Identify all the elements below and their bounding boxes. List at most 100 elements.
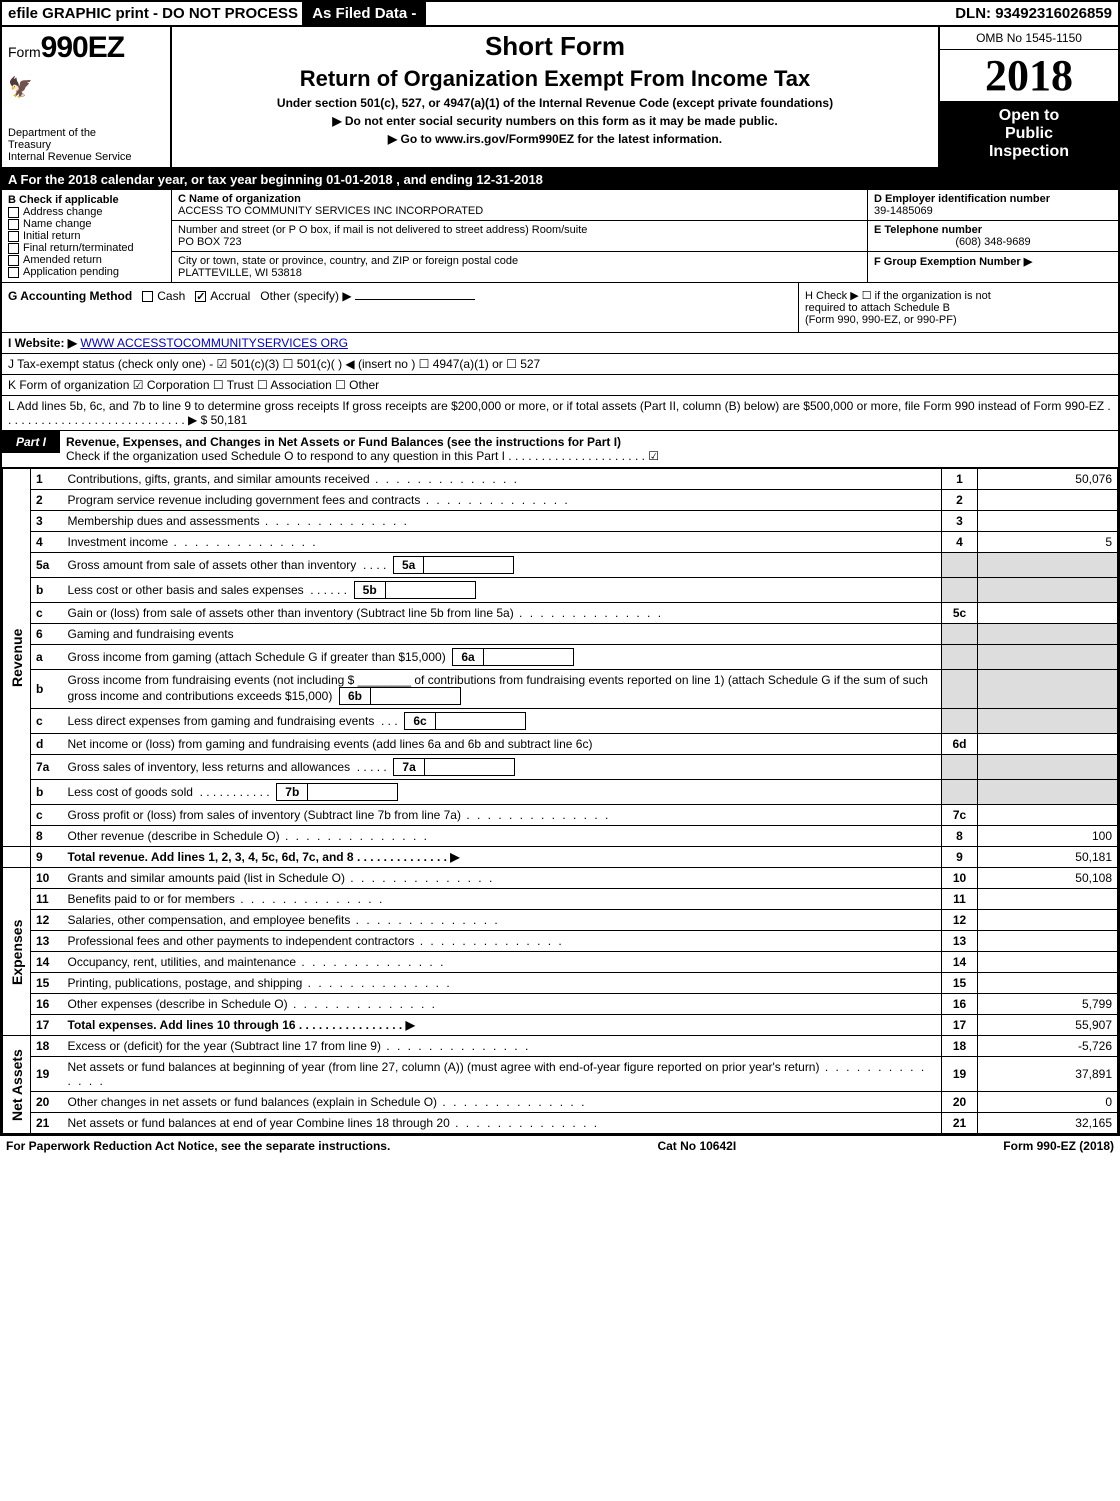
amount-1: 50,076 [978,469,1118,490]
phone: (608) 348-9689 [874,236,1112,248]
page-footer: For Paperwork Reduction Act Notice, see … [0,1136,1120,1156]
line-6a: a Gross income from gaming (attach Sched… [3,645,1118,670]
line-11: 11Benefits paid to or for members11 [3,889,1118,910]
open-line2: Public [942,125,1116,143]
chk-cash[interactable] [142,291,153,302]
c-label: C Name of organization [178,193,861,205]
amount-19: 37,891 [978,1057,1118,1092]
line-16: 16Other expenses (describe in Schedule O… [3,994,1118,1015]
chk-final-return[interactable]: Final return/terminated [8,242,165,254]
city-label: City or town, state or province, country… [178,255,861,267]
org-name-row: C Name of organization ACCESS TO COMMUNI… [172,190,867,221]
accounting-method: G Accounting Method Cash Accrual Other (… [2,283,798,332]
line-6b: b Gross income from fundraising events (… [3,670,1118,709]
section-b-checkboxes: B Check if applicable Address change Nam… [2,190,172,282]
amount-10: 50,108 [978,868,1118,889]
line-18: Net Assets 18Excess or (deficit) for the… [3,1036,1118,1057]
ein-row: D Employer identification number 39-1485… [868,190,1118,221]
open-line1: Open to [942,107,1116,125]
part-i-check: Check if the organization used Schedule … [66,449,659,463]
efile-notice: efile GRAPHIC print - DO NOT PROCESS As … [2,2,432,25]
ssn-warning: ▶ Do not enter social security numbers o… [332,114,777,128]
expenses-sidelabel: Expenses [3,868,31,1036]
netassets-sidelabel: Net Assets [3,1036,31,1134]
open-line3: Inspection [942,143,1116,161]
short-form-title: Short Form [485,31,625,62]
main-title: Return of Organization Exempt From Incom… [300,66,811,92]
chk-application-pending[interactable]: Application pending [8,266,165,278]
revenue-sidelabel: Revenue [3,469,31,847]
schedule-b-check: H Check ▶ ☐ if the organization is not r… [798,283,1118,332]
f-label: F Group Exemption Number ▶ [874,255,1112,268]
website-link[interactable]: WWW ACCESSTOCOMMUNITYSERVICES ORG [80,336,348,350]
row-k-org-form: K Form of organization ☑ Corporation ☐ T… [2,375,1118,396]
chk-address-change[interactable]: Address change [8,206,165,218]
l-amount: 50,181 [211,413,248,427]
street-label: Number and street (or P O box, if mail i… [178,224,861,236]
amount-20: 0 [978,1092,1118,1113]
line-12: 12Salaries, other compensation, and empl… [3,910,1118,931]
part-i-title-text: Revenue, Expenses, and Changes in Net As… [60,431,1118,467]
as-filed-badge: As Filed Data - [302,2,426,25]
i-label: I Website: ▶ [8,336,77,350]
amount-9: 50,181 [978,847,1118,868]
ein: 39-1485069 [874,205,1112,217]
section-b-heading: B Check if applicable [8,194,165,206]
line-6: 6Gaming and fundraising events [3,624,1118,645]
line-5a: 5a Gross amount from sale of assets othe… [3,553,1118,578]
line-9: 9Total revenue. Add lines 1, 2, 3, 4, 5c… [3,847,1118,868]
line-5c: cGain or (loss) from sale of assets othe… [3,603,1118,624]
eagle-icon: 🦅 [8,75,164,100]
line-6c: c Less direct expenses from gaming and f… [3,709,1118,734]
h-line3: (Form 990, 990-EZ, or 990-PF) [805,314,1112,326]
line-7c: cGross profit or (loss) from sales of in… [3,805,1118,826]
efile-text: efile GRAPHIC print - DO NOT PROCESS [8,5,298,22]
section-def: D Employer identification number 39-1485… [868,190,1118,282]
street-row: Number and street (or P O box, if mail i… [172,221,867,252]
chk-amended-return[interactable]: Amended return [8,254,165,266]
part-i-table: Revenue 1 Contributions, gifts, grants, … [2,468,1118,1134]
header-center: Short Form Return of Organization Exempt… [172,27,938,167]
dln: DLN: 93492316026859 [949,2,1118,25]
tax-year: 2018 [940,50,1118,101]
line-4: 4Investment income45 [3,532,1118,553]
e-label: E Telephone number [874,224,1112,236]
line-3: 3Membership dues and assessments3 [3,511,1118,532]
line-7a: 7a Gross sales of inventory, less return… [3,755,1118,780]
line-a-tax-year: A For the 2018 calendar year, or tax yea… [2,169,1118,190]
footer-left: For Paperwork Reduction Act Notice, see … [6,1139,390,1153]
chk-accrual[interactable] [195,291,206,302]
line-5b: b Less cost or other basis and sales exp… [3,578,1118,603]
line-15: 15Printing, publications, postage, and s… [3,973,1118,994]
goto-link[interactable]: ▶ Go to www.irs.gov/Form990EZ for the la… [388,132,722,146]
omb-number: OMB No 1545-1150 [940,27,1118,50]
row-gh: G Accounting Method Cash Accrual Other (… [2,283,1118,333]
h-line2: required to attach Schedule B [805,302,1112,314]
part-i-title: Revenue, Expenses, and Changes in Net As… [66,435,621,449]
group-exemption-row: F Group Exemption Number ▶ [868,252,1118,271]
dept-line1: Department of the [8,127,164,139]
part-i-header-row: Part I Revenue, Expenses, and Changes in… [2,431,1118,468]
chk-initial-return[interactable]: Initial return [8,230,165,242]
header-right: OMB No 1545-1150 2018 Open to Public Ins… [938,27,1118,167]
line-10: Expenses 10Grants and similar amounts pa… [3,868,1118,889]
line-8: 8Other revenue (describe in Schedule O)8… [3,826,1118,847]
line-14: 14Occupancy, rent, utilities, and mainte… [3,952,1118,973]
chk-name-change[interactable]: Name change [8,218,165,230]
form-number-block: Form990EZ [8,31,164,65]
phone-row: E Telephone number (608) 348-9689 [868,221,1118,252]
line-17: 17Total expenses. Add lines 10 through 1… [3,1015,1118,1036]
form-container: efile GRAPHIC print - DO NOT PROCESS As … [0,0,1120,1136]
part-i-title-block: Part I Revenue, Expenses, and Changes in… [2,431,1118,467]
other-specify-input[interactable] [355,299,475,300]
amount-17: 55,907 [978,1015,1118,1036]
subtitle: Under section 501(c), 527, or 4947(a)(1)… [277,96,833,110]
line-1: Revenue 1 Contributions, gifts, grants, … [3,469,1118,490]
amount-4: 5 [978,532,1118,553]
amount-16: 5,799 [978,994,1118,1015]
amount-8: 100 [978,826,1118,847]
department-block: Department of the Treasury Internal Reve… [8,127,164,163]
line-20: 20Other changes in net assets or fund ba… [3,1092,1118,1113]
g-label: G Accounting Method [8,289,132,303]
h-line1: H Check ▶ ☐ if the organization is not [805,289,1112,302]
